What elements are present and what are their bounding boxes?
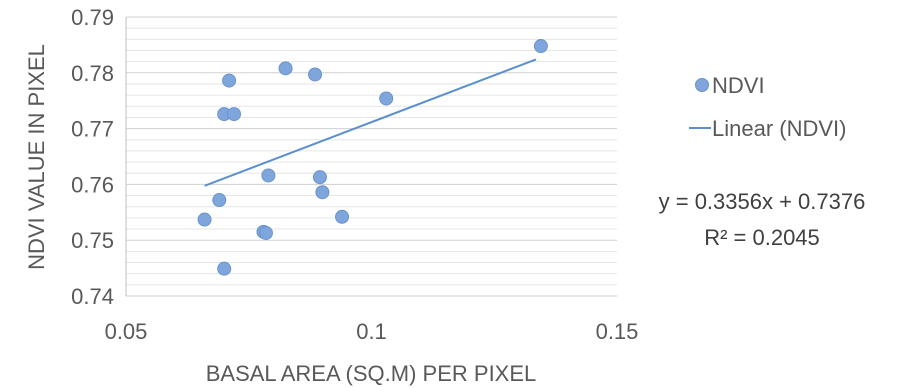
- data-point: [313, 171, 326, 184]
- data-point: [213, 194, 226, 207]
- trendline-group: [205, 59, 536, 185]
- x-tick-label: 0.15: [596, 319, 639, 344]
- data-point: [218, 262, 231, 275]
- data-point: [262, 169, 275, 182]
- legend-ndvi-label: NDVI: [712, 73, 765, 98]
- y-tick-label: 0.77: [71, 117, 114, 142]
- legend: NDVI Linear (NDVI): [689, 73, 846, 141]
- linear-trendline: [205, 59, 536, 185]
- y-tick-label: 0.78: [71, 61, 114, 86]
- data-point: [316, 186, 329, 199]
- y-tick-label: 0.76: [71, 172, 114, 197]
- r-squared-label: R² = 0.2045: [704, 225, 820, 250]
- x-tick-label: 0.05: [105, 319, 148, 344]
- data-point: [259, 226, 272, 239]
- data-point: [380, 92, 393, 105]
- trendline-equation: y = 0.3356x + 0.7376: [659, 189, 866, 214]
- x-axis-title: BASAL AREA (SQ.M) PER PIXEL: [206, 361, 537, 386]
- data-point: [198, 213, 211, 226]
- x-tick-label: 0.1: [356, 319, 387, 344]
- y-tick-label: 0.75: [71, 228, 114, 253]
- data-point: [534, 40, 547, 53]
- legend-ndvi-marker: [696, 79, 709, 92]
- data-point: [279, 62, 292, 75]
- y-tick-label: 0.74: [71, 284, 114, 309]
- y-axis-title: NDVI VALUE IN PIXEL: [24, 44, 49, 270]
- data-point: [336, 210, 349, 223]
- data-point: [309, 68, 322, 81]
- legend-linear-label: Linear (NDVI): [712, 116, 846, 141]
- data-point: [223, 74, 236, 87]
- gridlines: [126, 17, 617, 296]
- y-tick-label: 0.79: [71, 5, 114, 30]
- data-point: [228, 108, 241, 121]
- y-tick-labels: 0.74 0.75 0.76 0.77 0.78 0.79: [71, 5, 114, 309]
- x-tick-labels: 0.05 0.1 0.15: [105, 319, 639, 344]
